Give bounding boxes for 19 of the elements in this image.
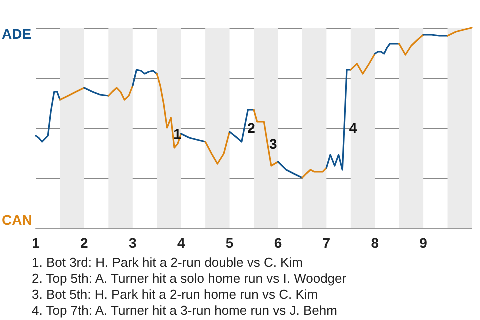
annotation: 3 (269, 136, 278, 152)
x-tick-label: 4 (177, 235, 186, 251)
x-tick-label: 5 (226, 235, 234, 251)
text: CAN (2, 212, 32, 228)
x-tick-label: 3 (128, 235, 137, 251)
annotation: 2 (248, 120, 256, 136)
x-tick-label: 1 (32, 235, 40, 251)
x-tick-label: 8 (371, 235, 380, 251)
text: 4. Top 7th: A. Turner hit a 3-run home run vs J. Behm (32, 303, 338, 318)
text: 2. Top 5th: A. Turner hit a solo home run vs I. Woodger (32, 271, 348, 286)
text: ADE (2, 26, 32, 42)
x-tick-label: 2 (80, 235, 89, 251)
text: 3. Bot 5th: H. Park hit a 2-run home run vs C. Kim (32, 287, 318, 302)
x-tick-label: 7 (322, 235, 331, 251)
x-tick-label: 6 (274, 235, 282, 251)
annotation: 1 (174, 126, 182, 142)
text: 1. Bot 3rd: H. Park hit a 2-run double vs C. Kim (32, 255, 303, 270)
x-tick-label: 9 (420, 235, 428, 251)
annotation: 4 (349, 120, 358, 136)
